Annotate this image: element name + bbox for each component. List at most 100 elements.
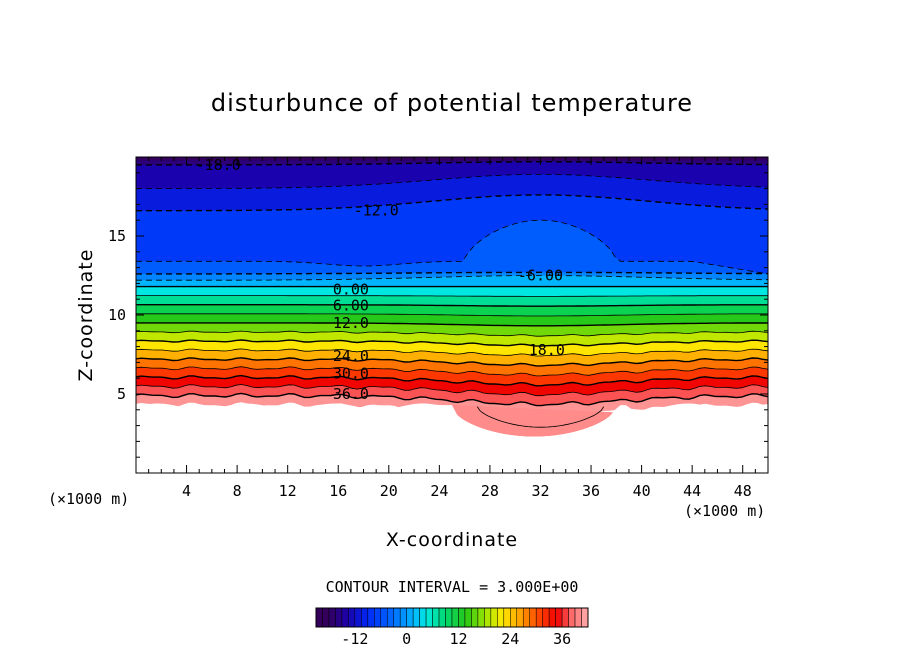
colorbar-cell [561, 607, 569, 628]
x-tick-label: 44 [683, 482, 701, 500]
colorbar-cell [510, 607, 518, 628]
colorbar-cell [458, 607, 466, 628]
colorbar-cell [542, 607, 550, 628]
contour-line [136, 330, 768, 337]
colorbar-cell [322, 607, 330, 628]
x-axis-unit-left: (×1000 m) [48, 490, 129, 508]
colorbar-cell [361, 607, 369, 628]
contour-label: 12.0 [333, 314, 369, 332]
contour-line [136, 271, 768, 275]
contour-label: -18.0 [196, 156, 241, 174]
colorbar-cell [354, 607, 362, 628]
colorbar-cell [432, 607, 440, 628]
contour-line [136, 174, 768, 189]
contour-label: 24.0 [333, 347, 369, 365]
x-axis-ticks: 4 8 12 16 20 24 28 32 36 40 44 48 [148, 157, 756, 500]
contour-line [136, 161, 768, 166]
y-tick-label: 5 [117, 385, 126, 403]
x-axis-label: X-coordinate [386, 529, 518, 551]
colorbar-cell [406, 607, 414, 628]
contour-line [136, 313, 768, 317]
x-tick-label: 28 [481, 482, 499, 500]
plot-area [136, 157, 768, 473]
x-axis-unit-right: (×1000 m) [684, 502, 765, 520]
colorbar-cell [522, 607, 530, 628]
warm-plume [452, 405, 614, 437]
contour-label: 36.0 [333, 385, 369, 403]
below-ground [136, 403, 768, 473]
x-tick-label: 8 [233, 482, 242, 500]
x-tick-label: 16 [329, 482, 347, 500]
contour-label: 18.0 [529, 341, 565, 359]
contour-lines [136, 161, 768, 428]
colorbar-cell [393, 607, 401, 628]
contour-label: 6.00 [333, 297, 369, 315]
colorbar-tick-label: 12 [449, 630, 467, 648]
x-tick-label: 32 [531, 482, 549, 500]
contour-line [136, 275, 768, 281]
colorbar-cell [535, 607, 543, 628]
colorbar-cell [328, 607, 336, 628]
contour-line [136, 392, 768, 407]
colorbar-cell [412, 607, 420, 628]
y-tick-label: 15 [108, 227, 126, 245]
colorbar-tick-label: 36 [553, 630, 571, 648]
colorbar-cell [399, 607, 407, 628]
colorbar-cell [503, 607, 511, 628]
contour-line [136, 384, 768, 397]
colorbar-cell [315, 607, 323, 628]
colorbar-frame [315, 607, 589, 628]
contour-line [136, 295, 768, 297]
contour-fill-bands [136, 157, 768, 473]
colorbar-tick-label: 24 [501, 630, 519, 648]
x-tick-label: 24 [430, 482, 448, 500]
colorbar-cell [490, 607, 498, 628]
contour-line [136, 322, 768, 327]
colorbar-cell [581, 607, 589, 628]
y-axis-ticks: 5 10 15 [108, 172, 768, 458]
colorbar-cell [380, 607, 388, 628]
contour-band [136, 157, 768, 189]
colorbar-cell [451, 607, 459, 628]
x-tick-label: 12 [279, 482, 297, 500]
colorbar-cell [574, 607, 582, 628]
contour-line [476, 406, 605, 428]
y-tick-label: 10 [108, 306, 126, 324]
colorbar-cell [341, 607, 349, 628]
colorbar-cell [374, 607, 382, 628]
x-tick-label: 40 [633, 482, 651, 500]
contour-line [136, 357, 768, 367]
x-tick-label: 48 [734, 482, 752, 500]
y-axis-label: Z-coordinate [75, 249, 97, 382]
contour-line [136, 366, 768, 377]
colorbar-cell [335, 607, 343, 628]
chart-title: disturbunce of potential temperature [211, 89, 693, 117]
colorbar-tick-label: 0 [402, 630, 411, 648]
colorbar-cell [497, 607, 505, 628]
x-tick-label: 4 [182, 482, 191, 500]
colorbar-cell [419, 607, 427, 628]
contour-line [136, 348, 768, 357]
colorbar-cell [516, 607, 524, 628]
x-tick-label: 36 [582, 482, 600, 500]
contour-line [136, 339, 768, 347]
contour-label: 0.00 [333, 281, 369, 299]
colorbar-cell [568, 607, 576, 628]
contour-interval-text: CONTOUR INTERVAL = 3.000E+00 [326, 578, 579, 596]
colorbar-cell [464, 607, 472, 628]
colorbar [315, 607, 589, 628]
colorbar-cell [471, 607, 479, 628]
colorbar-cell [367, 607, 375, 628]
contour-label: 30.0 [333, 364, 369, 382]
colorbar-cell [477, 607, 485, 628]
contour-line [136, 304, 768, 307]
contour-label: -12.0 [354, 202, 399, 220]
colorbar-cell [548, 607, 556, 628]
colorbar-tick-label: -12 [341, 630, 368, 648]
contour-line [136, 374, 768, 387]
contour-line [136, 219, 768, 275]
colorbar-cell [438, 607, 446, 628]
colorbar-cell [386, 607, 394, 628]
